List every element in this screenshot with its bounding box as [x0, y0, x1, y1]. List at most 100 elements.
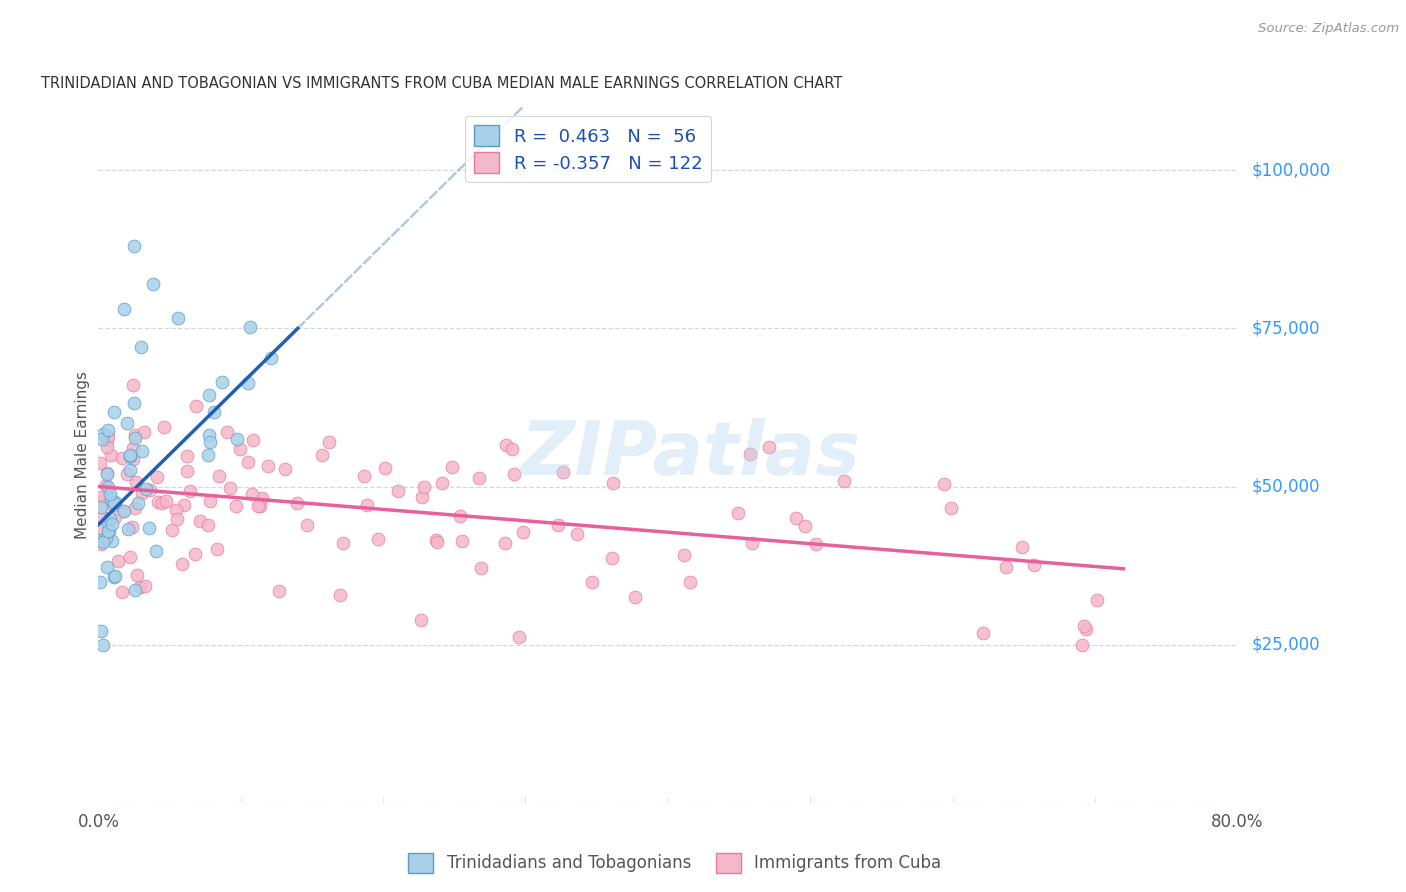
Point	[425, 533, 447, 547]
Point	[225, 499, 247, 513]
Point	[127, 495, 149, 509]
Point	[679, 574, 702, 589]
Point	[229, 442, 252, 456]
Point	[96, 467, 118, 482]
Point	[111, 585, 134, 599]
Point	[468, 471, 491, 485]
Text: $50,000: $50,000	[1251, 477, 1320, 496]
Point	[103, 496, 125, 510]
Point	[135, 482, 157, 496]
Point	[198, 435, 221, 450]
Point	[170, 557, 193, 571]
Point	[153, 419, 176, 434]
Point	[150, 496, 173, 510]
Point	[356, 498, 378, 512]
Point	[197, 518, 219, 533]
Point	[166, 512, 188, 526]
Point	[90, 432, 112, 446]
Point	[104, 568, 127, 582]
Point	[127, 567, 149, 582]
Point	[257, 458, 280, 473]
Point	[112, 504, 135, 518]
Point	[89, 456, 111, 470]
Point	[94, 478, 117, 492]
Point	[1073, 619, 1095, 633]
Point	[100, 497, 122, 511]
Legend: R =  0.463   N =  56, R = -0.357   N = 122: R = 0.463 N = 56, R = -0.357 N = 122	[465, 116, 711, 182]
Point	[239, 319, 262, 334]
Point	[91, 638, 114, 652]
Text: $25,000: $25,000	[1251, 636, 1320, 654]
Point	[96, 489, 118, 503]
Text: $75,000: $75,000	[1251, 319, 1320, 337]
Point	[198, 494, 221, 508]
Text: Source: ZipAtlas.com: Source: ZipAtlas.com	[1258, 22, 1399, 36]
Point	[101, 534, 124, 549]
Point	[148, 495, 170, 509]
Point	[117, 467, 139, 481]
Point	[794, 519, 817, 533]
Point	[451, 534, 474, 549]
Point	[124, 427, 146, 442]
Point	[100, 448, 122, 462]
Point	[103, 405, 125, 419]
Point	[90, 490, 112, 504]
Point	[440, 460, 463, 475]
Point	[295, 517, 318, 532]
Point	[90, 495, 112, 509]
Point	[217, 425, 239, 440]
Point	[176, 450, 198, 464]
Point	[1070, 638, 1092, 652]
Point	[318, 435, 340, 450]
Point	[98, 524, 121, 538]
Point	[118, 549, 141, 564]
Point	[738, 447, 761, 461]
Point	[240, 487, 263, 501]
Point	[90, 537, 112, 551]
Point	[110, 451, 132, 466]
Point	[225, 432, 247, 446]
Point	[145, 543, 167, 558]
Point	[600, 551, 623, 566]
Point	[115, 416, 138, 430]
Point	[832, 475, 855, 489]
Point	[672, 548, 695, 562]
Point	[121, 377, 143, 392]
Point	[512, 524, 534, 539]
Point	[932, 476, 955, 491]
Point	[91, 534, 114, 549]
Point	[124, 431, 146, 445]
Point	[581, 574, 603, 589]
Point	[250, 491, 273, 506]
Point	[129, 340, 152, 354]
Point	[972, 626, 994, 640]
Point	[387, 484, 409, 499]
Point	[470, 560, 492, 574]
Point	[183, 547, 205, 561]
Point	[508, 630, 530, 644]
Point	[503, 467, 526, 481]
Point	[260, 351, 283, 366]
Point	[941, 500, 963, 515]
Point	[367, 532, 389, 546]
Point	[160, 523, 183, 537]
Point	[139, 483, 162, 497]
Point	[104, 495, 127, 509]
Point	[205, 541, 228, 556]
Point	[176, 464, 198, 478]
Point	[131, 485, 153, 500]
Point	[165, 503, 187, 517]
Point	[741, 536, 763, 550]
Point	[129, 580, 152, 594]
Point	[311, 448, 333, 462]
Text: $100,000: $100,000	[1251, 161, 1330, 179]
Point	[124, 582, 146, 597]
Point	[90, 521, 112, 535]
Point	[96, 433, 118, 447]
Point	[97, 524, 120, 538]
Point	[806, 536, 828, 550]
Point	[994, 559, 1017, 574]
Point	[96, 440, 118, 454]
Point	[1022, 558, 1045, 572]
Point	[96, 559, 118, 574]
